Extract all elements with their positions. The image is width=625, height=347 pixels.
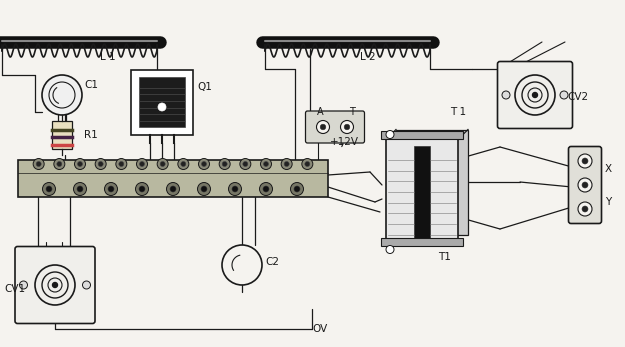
Circle shape (57, 161, 62, 167)
Circle shape (33, 159, 44, 169)
Text: T1: T1 (438, 252, 451, 262)
Circle shape (108, 186, 114, 192)
Bar (18, 160, 328, 197)
Circle shape (281, 159, 292, 169)
Circle shape (116, 159, 127, 169)
Circle shape (264, 161, 269, 167)
Circle shape (104, 183, 118, 195)
Circle shape (305, 161, 310, 167)
Circle shape (199, 159, 209, 169)
Circle shape (98, 161, 103, 167)
Circle shape (52, 282, 57, 288)
Circle shape (219, 159, 230, 169)
Circle shape (284, 161, 289, 167)
Text: C2: C2 (265, 257, 279, 267)
Circle shape (232, 186, 238, 192)
Circle shape (578, 178, 592, 192)
Text: CV1: CV1 (4, 284, 25, 294)
Circle shape (222, 245, 262, 285)
Bar (396, 129, 468, 235)
Circle shape (158, 103, 166, 111)
Circle shape (42, 75, 82, 115)
Bar (381, 130, 463, 138)
Circle shape (77, 186, 83, 192)
Circle shape (386, 130, 394, 138)
Circle shape (46, 186, 52, 192)
FancyBboxPatch shape (498, 61, 572, 128)
Text: T: T (349, 107, 355, 117)
Circle shape (166, 183, 179, 195)
FancyBboxPatch shape (306, 111, 364, 143)
Circle shape (139, 186, 145, 192)
Circle shape (259, 183, 272, 195)
Circle shape (74, 183, 86, 195)
Circle shape (54, 159, 65, 169)
Text: Q1: Q1 (197, 82, 212, 92)
Circle shape (291, 183, 304, 195)
Circle shape (95, 159, 106, 169)
Circle shape (229, 183, 241, 195)
Bar (386, 139, 458, 245)
Circle shape (294, 186, 300, 192)
Circle shape (201, 186, 207, 192)
Bar (414, 145, 430, 238)
Bar (131, 69, 193, 135)
Circle shape (560, 91, 568, 99)
Circle shape (502, 91, 510, 99)
Circle shape (201, 161, 206, 167)
Circle shape (36, 161, 41, 167)
Circle shape (181, 161, 186, 167)
Circle shape (386, 245, 394, 254)
Circle shape (136, 183, 149, 195)
Text: +12V: +12V (330, 137, 359, 147)
Text: X: X (605, 164, 612, 174)
Text: A: A (317, 107, 323, 117)
Circle shape (316, 120, 329, 134)
Text: CV2: CV2 (567, 92, 588, 102)
Circle shape (119, 161, 124, 167)
Bar (139, 77, 185, 127)
Circle shape (243, 161, 248, 167)
Circle shape (240, 159, 251, 169)
Circle shape (582, 206, 588, 212)
Circle shape (160, 161, 165, 167)
Circle shape (261, 159, 271, 169)
Bar (381, 237, 463, 245)
Circle shape (78, 161, 82, 167)
Circle shape (222, 161, 227, 167)
Circle shape (578, 154, 592, 168)
Circle shape (74, 159, 86, 169)
Circle shape (578, 202, 592, 216)
Circle shape (263, 186, 269, 192)
Circle shape (178, 159, 189, 169)
Circle shape (344, 124, 350, 130)
Circle shape (157, 159, 168, 169)
Text: T 1: T 1 (450, 107, 466, 117)
Circle shape (82, 281, 91, 289)
Text: Y: Y (605, 197, 611, 207)
Text: C1: C1 (84, 80, 98, 90)
Circle shape (42, 183, 56, 195)
Circle shape (302, 159, 313, 169)
Text: R1: R1 (84, 130, 98, 140)
Circle shape (582, 158, 588, 164)
Circle shape (341, 120, 354, 134)
Circle shape (582, 182, 588, 188)
Circle shape (19, 281, 28, 289)
Text: L 1: L 1 (100, 52, 116, 62)
Circle shape (320, 124, 326, 130)
Circle shape (198, 183, 211, 195)
Circle shape (170, 186, 176, 192)
FancyBboxPatch shape (569, 146, 601, 223)
Text: OV: OV (312, 324, 328, 334)
Circle shape (532, 93, 538, 98)
Circle shape (136, 159, 148, 169)
Bar (52, 121, 72, 149)
Circle shape (139, 161, 144, 167)
FancyBboxPatch shape (15, 246, 95, 323)
Text: L 2: L 2 (360, 52, 376, 62)
